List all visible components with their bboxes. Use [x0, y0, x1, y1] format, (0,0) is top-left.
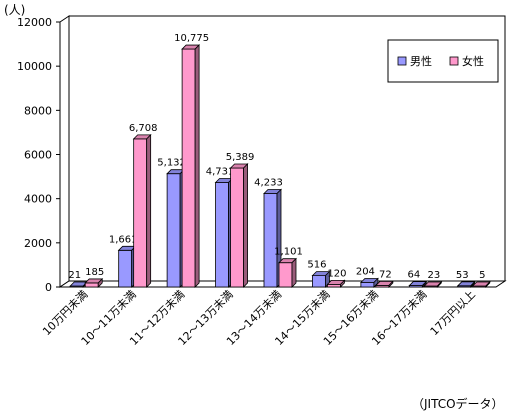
bar-value-label: 120 [327, 268, 346, 279]
legend-swatch [449, 56, 459, 66]
bar-side [146, 133, 152, 288]
bar-side [97, 277, 103, 288]
y-tick-label: 0 [45, 281, 52, 294]
bar-front [166, 173, 181, 288]
legend: 男性 女性 [387, 39, 499, 83]
y-tick-label: 6000 [24, 149, 52, 162]
bar-value-label: 4,731 [206, 167, 235, 178]
y-tick-label: 4000 [24, 193, 52, 206]
bar-side [194, 44, 200, 288]
bar: 120 [326, 268, 346, 288]
legend-label: 男性 [410, 54, 432, 68]
bar: 6,708 [129, 123, 158, 288]
bar-side [436, 281, 442, 288]
bar: 53 [456, 270, 476, 288]
source-note: （JITCOデータ） [412, 396, 504, 411]
bar-series: 21 1,661 5,132 4,731 4,233 516 204 64 53 185 6,708… [68, 33, 491, 288]
y-tick-label: 2000 [24, 237, 52, 250]
bar-side [340, 279, 345, 288]
bar-side [421, 280, 427, 288]
bar: 5 [471, 270, 491, 288]
bar-value-label: 1,661 [109, 234, 138, 245]
bar-value-label: 72 [379, 269, 392, 280]
bar-side [291, 257, 297, 288]
bar-front [278, 262, 293, 288]
bar-front [84, 282, 99, 288]
bar-front [230, 167, 244, 288]
bar: 64 [407, 270, 428, 288]
bar-value-label: 64 [407, 270, 420, 281]
bar-value-label: 6,708 [129, 123, 158, 134]
bar-value-label: 5,132 [157, 158, 186, 169]
bar: 5,389 [226, 152, 255, 288]
bar-front [181, 48, 196, 288]
bar-value-label: 1,101 [274, 247, 303, 258]
bar-value-label: 4,233 [254, 178, 283, 189]
y-axis: 0 2000 4000 6000 8000 10000 12000 [17, 16, 61, 294]
bar-value-label: 185 [85, 267, 104, 278]
bar-side [485, 281, 491, 288]
x-tick-label: 10万円未満 [40, 288, 90, 338]
bar-front [263, 193, 278, 288]
bar: 10,775 [174, 33, 209, 288]
x-axis: 10万円未満10～11万未満11～12万未満12～13万未満13～14万未満14… [40, 288, 478, 348]
bar-value-label: 21 [68, 270, 81, 281]
bar-value-label: 204 [356, 266, 375, 277]
y-tick-label: 12000 [17, 16, 52, 29]
y-tick-label: 8000 [24, 104, 52, 117]
bar: 185 [84, 267, 104, 288]
bar-side [243, 163, 248, 288]
bar: 204 [356, 266, 379, 288]
bar-value-label: 516 [307, 260, 326, 271]
legend-label: 女性 [462, 54, 484, 68]
bar: 72 [374, 269, 394, 288]
bar-value-label: 23 [427, 270, 440, 281]
bar-side [470, 280, 476, 288]
side-wall [59, 15, 70, 288]
x-tick-label: 17万円以上 [428, 288, 478, 338]
bar-value-label: 53 [456, 270, 469, 281]
bar-front [118, 249, 133, 288]
bar-value-label: 10,775 [174, 33, 209, 44]
bar: 1,101 [274, 247, 303, 288]
bar-front [360, 282, 375, 288]
y-tick-label: 10000 [17, 60, 52, 73]
bar-value-label: 5,389 [226, 152, 255, 163]
bar-value-label: 5 [479, 270, 485, 281]
bar-side [388, 280, 394, 288]
bar-front [312, 275, 326, 288]
bar-front [215, 182, 229, 288]
bar: 23 [423, 270, 443, 288]
legend-swatch [397, 56, 407, 66]
bar-front [133, 138, 148, 288]
y-unit-label: (人) [4, 3, 25, 17]
